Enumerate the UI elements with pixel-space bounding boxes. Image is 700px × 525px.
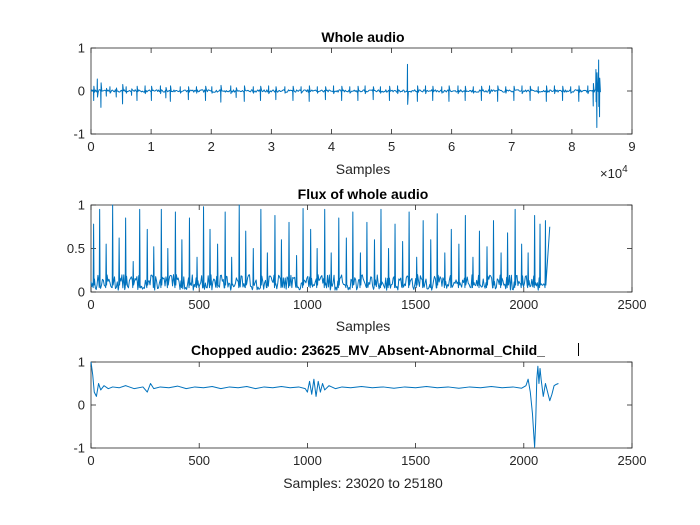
- subplot-2-xlabel: Samples: [336, 318, 390, 334]
- x-tick-label: 500: [188, 453, 210, 468]
- x-tick-label: 1500: [401, 453, 430, 468]
- y-tick-label: 1: [78, 355, 85, 370]
- x-tick-label: 2500: [618, 297, 647, 312]
- x-tick-label: 1: [147, 139, 154, 154]
- subplot-1-title: Whole audio: [321, 29, 404, 45]
- subplot-1-exponent-power: 4: [622, 164, 628, 175]
- x-tick-label: 4: [328, 139, 335, 154]
- subplot-2-title: Flux of whole audio: [298, 186, 429, 202]
- x-tick-label: 500: [188, 297, 210, 312]
- subplot-flux: Flux of whole audio 0 500 1000 1500 2000 2500…: [67, 186, 647, 334]
- subplot-1-axes: [90, 47, 633, 135]
- subplot-3-title: Chopped audio: 23625_MV_Absent-Abnormal_…: [191, 342, 545, 358]
- subplot-3-axes: [90, 361, 633, 449]
- subplot-3-series-line: [90, 361, 559, 448]
- y-tick-label: -1: [73, 441, 85, 456]
- x-tick-label: 2500: [618, 453, 647, 468]
- subplot-1-exponent: ×104: [600, 164, 628, 181]
- subplot-1-xlabel: Samples: [336, 161, 390, 177]
- subplot-1-ticks: [90, 47, 633, 135]
- y-tick-label: -1: [73, 127, 85, 142]
- x-tick-label: 0: [87, 297, 94, 312]
- subplot-3-ticks: [90, 361, 633, 449]
- y-tick-label: 0: [78, 285, 85, 300]
- y-tick-label: 1: [78, 198, 85, 213]
- subplot-3-xlabel: Samples: 23020 to 25180: [283, 475, 443, 491]
- y-tick-label: 0: [78, 84, 85, 99]
- subplot-whole-audio: Whole audio 0 1 2 3 4 5 6 7 8 9-101 Samples ×104: [73, 29, 635, 181]
- subplot-chopped-audio: Chopped audio: 23625_MV_Absent-Abnormal_…: [73, 342, 646, 491]
- x-tick-label: 2: [208, 139, 215, 154]
- y-tick-label: 0.5: [67, 241, 85, 256]
- subplot-2-ticks: [90, 204, 633, 293]
- y-tick-label: 0: [78, 398, 85, 413]
- subplot-3-tick-labels: 0 500 1000 1500 2000 2500-101: [73, 355, 646, 469]
- x-tick-label: 9: [628, 139, 635, 154]
- x-tick-label: 0: [87, 453, 94, 468]
- x-tick-label: 2000: [509, 453, 538, 468]
- subplot-1-series-line: [90, 59, 601, 129]
- x-tick-label: 5: [388, 139, 395, 154]
- subplot-1-exponent-base: ×10: [600, 166, 622, 181]
- x-tick-label: 1000: [293, 453, 322, 468]
- subplot-2-tick-labels: 0 500 1000 1500 2000 2500 0 0.5 1: [67, 198, 647, 313]
- x-tick-label: 1000: [293, 297, 322, 312]
- x-tick-label: 3: [268, 139, 275, 154]
- x-tick-label: 1500: [401, 297, 430, 312]
- x-tick-label: 2000: [509, 297, 538, 312]
- subplot-1-tick-labels: 0 1 2 3 4 5 6 7 8 9-101: [73, 41, 635, 155]
- x-tick-label: 6: [448, 139, 455, 154]
- y-tick-label: 1: [78, 41, 85, 56]
- x-tick-label: 0: [87, 139, 94, 154]
- x-tick-label: 8: [568, 139, 575, 154]
- x-tick-label: 7: [508, 139, 515, 154]
- subplot-3-title-cursor: [578, 343, 579, 356]
- subplot-2-series-line: [90, 204, 551, 291]
